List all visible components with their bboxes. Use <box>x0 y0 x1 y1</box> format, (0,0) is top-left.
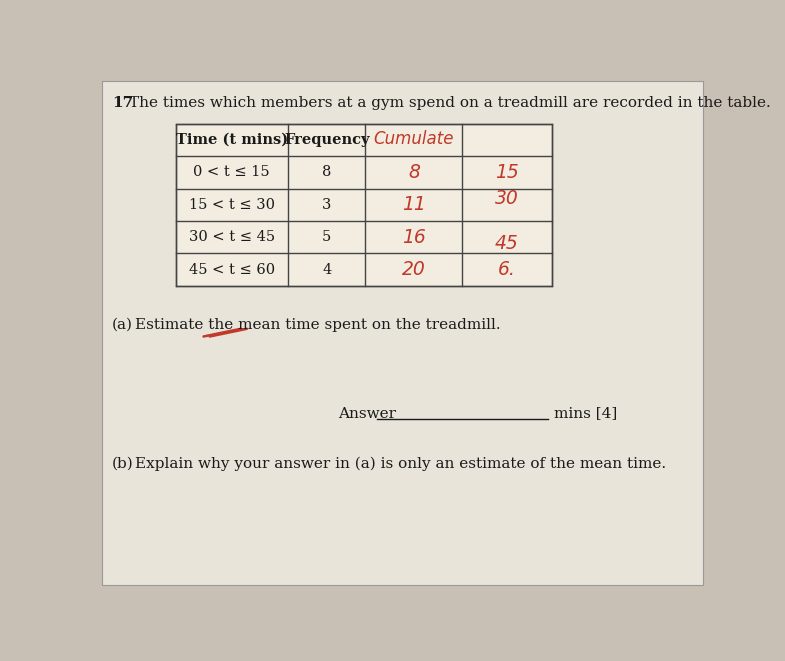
Text: 45 < t ≤ 60: 45 < t ≤ 60 <box>188 262 275 276</box>
Text: Explain why your answer in (a) is only an estimate of the mean time.: Explain why your answer in (a) is only a… <box>135 457 666 471</box>
Text: The times which members at a gym spend on a treadmill are recorded in the table.: The times which members at a gym spend o… <box>129 97 771 110</box>
FancyBboxPatch shape <box>176 124 552 286</box>
Text: Answer: Answer <box>338 407 396 420</box>
Text: 8: 8 <box>408 163 420 182</box>
Text: (b): (b) <box>112 457 133 471</box>
Text: 4: 4 <box>322 262 331 276</box>
Text: 15: 15 <box>495 163 519 182</box>
Text: 15 < t ≤ 30: 15 < t ≤ 30 <box>189 198 275 212</box>
Text: mins [4]: mins [4] <box>554 407 617 420</box>
Text: 3: 3 <box>322 198 331 212</box>
Text: 17: 17 <box>112 97 133 110</box>
Text: 45: 45 <box>495 234 519 253</box>
FancyBboxPatch shape <box>102 81 703 585</box>
Text: 5: 5 <box>322 230 331 244</box>
Text: 6.: 6. <box>498 260 516 279</box>
Text: Time (t mins): Time (t mins) <box>176 133 288 147</box>
Text: Frequency: Frequency <box>284 133 370 147</box>
Text: 20: 20 <box>402 260 425 279</box>
Text: Cumulate: Cumulate <box>374 130 455 147</box>
Text: 11: 11 <box>402 196 425 214</box>
Text: Estimate the mean time spent on the treadmill.: Estimate the mean time spent on the trea… <box>135 318 501 332</box>
Text: 0 < t ≤ 15: 0 < t ≤ 15 <box>193 165 270 180</box>
Text: 8: 8 <box>322 165 331 180</box>
Text: 30 < t ≤ 45: 30 < t ≤ 45 <box>188 230 275 244</box>
Text: (a): (a) <box>112 318 133 332</box>
Text: 30: 30 <box>495 189 519 208</box>
Text: 16: 16 <box>402 227 425 247</box>
